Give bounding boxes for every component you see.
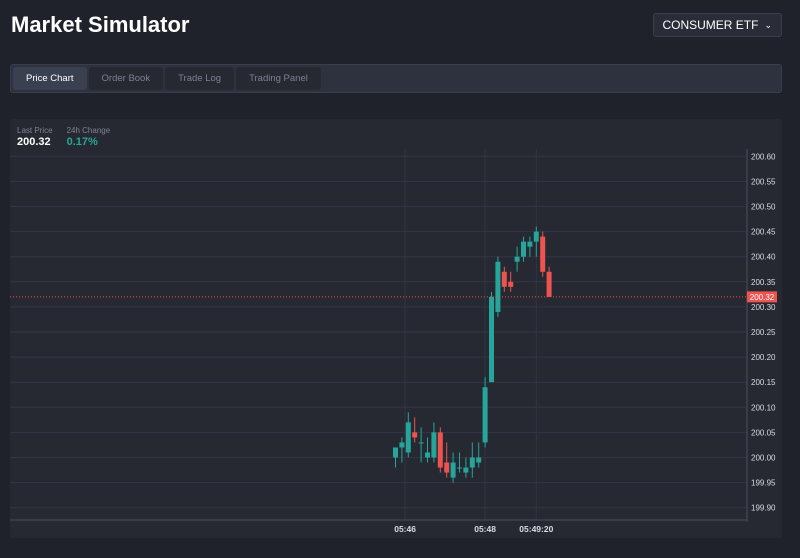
- y-tick-label: 200.20: [751, 353, 776, 362]
- y-tick-label: 200.60: [751, 152, 776, 161]
- chevron-down-icon: ⌄: [764, 19, 772, 30]
- tab-price-chart[interactable]: Price Chart: [13, 67, 87, 90]
- y-tick-label: 200.15: [751, 378, 776, 387]
- current-price-label: 200.32: [750, 293, 775, 302]
- candle-body: [418, 442, 424, 444]
- candle-body: [393, 447, 398, 458]
- asset-selector-value: CONSUMER ETF: [662, 18, 759, 32]
- candle-body: [521, 241, 526, 257]
- candle-body: [463, 467, 469, 473]
- y-tick-label: 200.35: [751, 278, 776, 287]
- candle-body: [425, 452, 430, 458]
- y-tick-label: 200.40: [751, 253, 776, 262]
- candle-body: [540, 236, 546, 272]
- current-price-badge: [747, 291, 777, 303]
- y-tick-label: 200.25: [751, 328, 776, 337]
- x-tick-label: 05:46: [394, 524, 416, 534]
- candle-body: [508, 281, 514, 287]
- price-stats: Last Price 200.32 24h Change 0.17%: [17, 126, 110, 148]
- y-tick-label: 199.95: [751, 479, 776, 488]
- candle-body: [405, 422, 411, 453]
- candle-body: [514, 256, 520, 262]
- asset-selector[interactable]: CONSUMER ETF ⌄: [653, 13, 782, 37]
- candle-body: [450, 462, 456, 478]
- tab-trading-panel[interactable]: Trading Panel: [236, 67, 321, 90]
- y-tick-label: 200.55: [751, 177, 776, 186]
- candle-body: [431, 432, 437, 458]
- y-tick-label: 199.90: [751, 504, 776, 513]
- candle-body: [412, 432, 418, 438]
- tab-bar: Price Chart Order Book Trade Log Trading…: [10, 64, 782, 93]
- y-tick-label: 200.45: [751, 228, 776, 237]
- candle-body: [399, 442, 405, 448]
- tab-order-book[interactable]: Order Book: [88, 67, 164, 90]
- last-price-stat: Last Price 200.32: [17, 126, 53, 148]
- x-tick-label: 05:49:20: [519, 524, 553, 534]
- candle-body: [495, 261, 501, 312]
- candle-body: [482, 387, 488, 443]
- candle-body: [533, 231, 539, 242]
- y-tick-label: 200.05: [751, 428, 776, 437]
- y-tick-label: 200.50: [751, 203, 776, 212]
- y-tick-label: 200.00: [751, 454, 776, 463]
- x-tick-label: 05:48: [474, 524, 496, 534]
- last-price-label: Last Price: [17, 126, 53, 135]
- change-stat: 24h Change 0.17%: [67, 126, 111, 148]
- price-chart[interactable]: 200.60 200.55 200.50 200.45 200.40 200.35 200.…: [10, 119, 782, 538]
- change-value: 0.17%: [66, 136, 98, 148]
- tab-trade-log[interactable]: Trade Log: [165, 67, 235, 90]
- candle-body: [489, 296, 494, 383]
- candle-body: [457, 467, 462, 469]
- change-label: 24h Change: [66, 126, 111, 135]
- candle-body: [437, 432, 443, 468]
- candle-body: [469, 457, 475, 468]
- candle-body: [444, 462, 450, 473]
- candle-body: [546, 271, 552, 297]
- candle-body: [476, 457, 482, 463]
- candle-body: [527, 241, 533, 247]
- price-chart-panel: 200.60 200.55 200.50 200.45 200.40 200.35 200.…: [10, 119, 782, 538]
- y-tick-label: 200.30: [751, 303, 776, 312]
- candle-body: [501, 271, 507, 287]
- y-tick-label: 200.10: [751, 403, 776, 412]
- last-price-value: 200.32: [17, 136, 51, 148]
- page-title: Market Simulator: [11, 12, 190, 37]
